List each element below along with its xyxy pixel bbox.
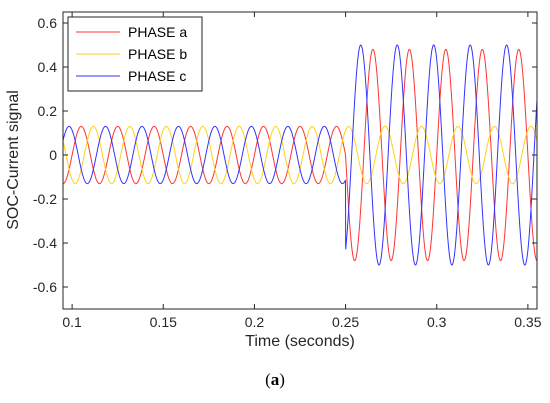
- legend: PHASE a PHASE b PHASE c: [67, 16, 203, 92]
- series-lines: [62, 44, 538, 266]
- chart: 0.1 0.15 0.2 0.25 0.3 0.35 -0.6 -0.4 -0.2 0 0.2 0.4…: [5, 11, 542, 350]
- y-tick-label: 0: [49, 147, 57, 163]
- plot-frame: [62, 11, 538, 310]
- x-tick-label: 0.25: [332, 314, 359, 330]
- y-axis-label: SOC-Current signal: [5, 90, 22, 230]
- y-tick-label: -0.4: [33, 235, 57, 251]
- caption-close-paren: ): [279, 370, 285, 389]
- caption-open-paren: (: [265, 370, 271, 389]
- series-line-phase-c: [62, 44, 538, 266]
- y-tick-label: -0.2: [33, 191, 57, 207]
- y-tick-label: 0.6: [38, 15, 58, 31]
- x-tick-label: 0.2: [245, 314, 265, 330]
- legend-label: PHASE c: [128, 68, 186, 84]
- x-axis-label: Time (seconds): [245, 333, 355, 350]
- caption-letter: a: [270, 370, 280, 389]
- y-tick-label: 0.2: [38, 103, 58, 119]
- x-tick-label: 0.35: [514, 314, 541, 330]
- x-tick-label: 0.3: [427, 314, 447, 330]
- legend-label: PHASE b: [128, 46, 187, 62]
- axis-ticks: 0.1 0.15 0.2 0.25 0.3 0.35 -0.6 -0.4 -0.2 0 0.2 0.4…: [33, 12, 542, 330]
- x-tick-label: 0.1: [62, 314, 82, 330]
- x-tick-label: 0.15: [150, 314, 177, 330]
- figure-caption: (a): [0, 370, 550, 390]
- y-tick-label: -0.6: [33, 279, 57, 295]
- y-tick-label: 0.4: [38, 59, 58, 75]
- legend-label: PHASE a: [128, 24, 187, 40]
